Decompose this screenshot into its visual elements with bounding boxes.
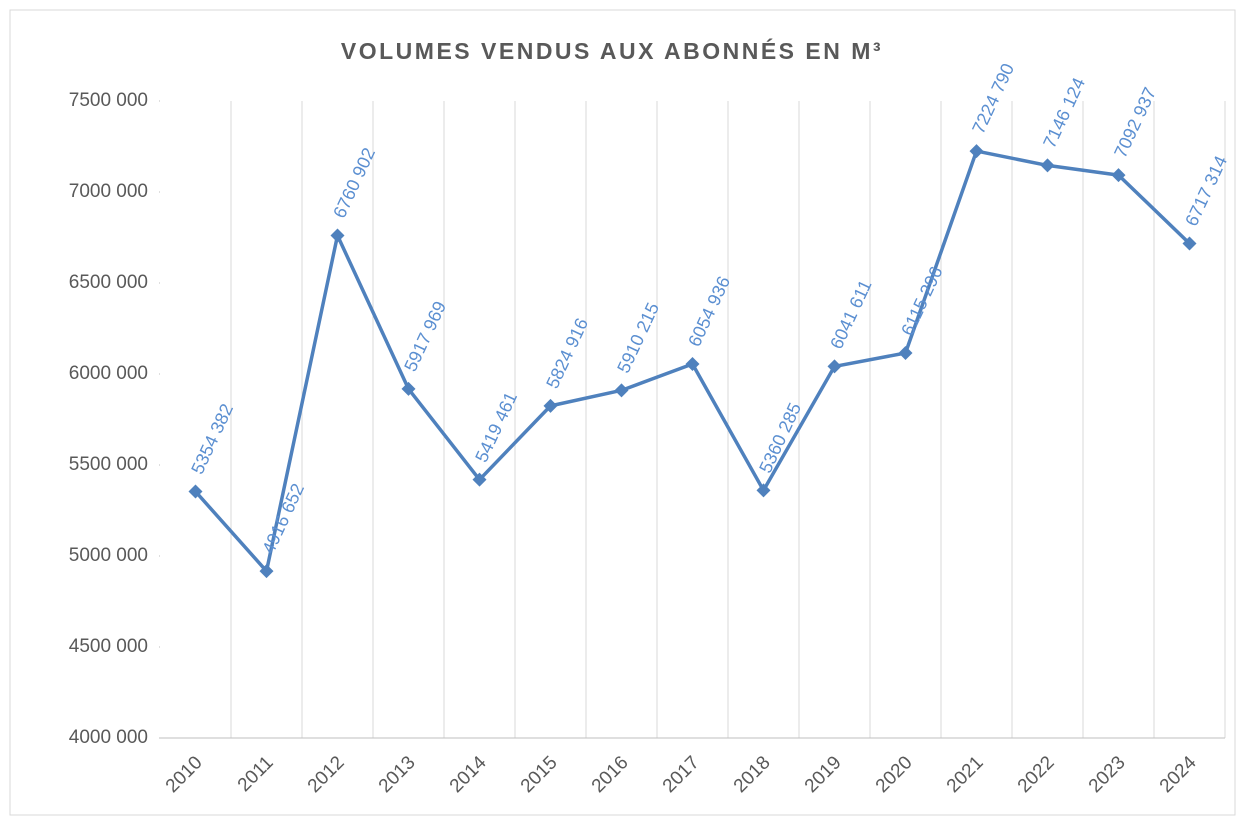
y-tick-label: 5000 000 [69,545,148,566]
data-point [1040,158,1055,173]
data-point [1111,168,1126,183]
data-point [827,359,842,374]
data-point [472,472,487,487]
data-point [756,483,771,498]
data-point [1182,236,1197,251]
chart-title: VOLUMES VENDUS AUX ABONNÉS EN M³ [341,37,883,64]
data-point [969,144,984,159]
data-point [401,381,416,396]
y-tick-label: 6500 000 [69,272,148,293]
y-tick-label: 5500 000 [69,454,148,475]
data-point [898,346,913,361]
y-tick-label: 4000 000 [69,727,148,748]
y-tick-label: 4500 000 [69,636,148,657]
data-point [614,383,629,398]
y-tick-label: 7000 000 [69,181,148,202]
y-tick-label: 7500 000 [69,90,148,111]
y-tick-label: 6000 000 [69,363,148,384]
data-point [685,357,700,372]
data-point [330,228,345,243]
data-point [188,484,203,499]
data-point [259,564,274,579]
data-point [543,398,558,413]
chart-border [9,9,1236,816]
